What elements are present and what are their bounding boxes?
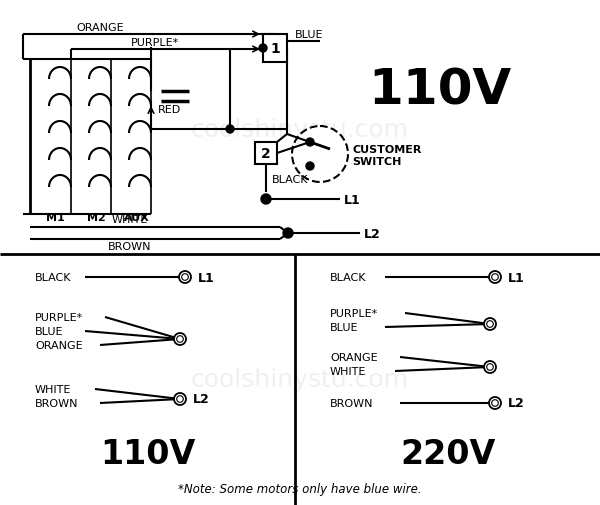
Text: ORANGE: ORANGE xyxy=(330,352,377,362)
Text: 1: 1 xyxy=(270,42,280,56)
Text: ORANGE: ORANGE xyxy=(76,23,124,33)
Text: BROWN: BROWN xyxy=(108,241,152,251)
Text: L2: L2 xyxy=(364,227,381,240)
Text: L1: L1 xyxy=(508,271,525,284)
Circle shape xyxy=(177,396,184,402)
Text: WHITE: WHITE xyxy=(35,384,71,394)
Circle shape xyxy=(484,318,496,330)
Text: M2: M2 xyxy=(86,213,106,223)
Bar xyxy=(263,35,287,63)
Text: BLACK: BLACK xyxy=(330,273,367,282)
Text: AUX: AUX xyxy=(124,213,150,223)
Circle shape xyxy=(292,127,348,183)
Text: BROWN: BROWN xyxy=(35,398,79,408)
Circle shape xyxy=(226,126,234,134)
Circle shape xyxy=(182,274,188,281)
Text: 2: 2 xyxy=(261,147,271,161)
Text: PURPLE*: PURPLE* xyxy=(35,313,83,322)
Text: WHITE: WHITE xyxy=(112,215,148,225)
Circle shape xyxy=(487,364,493,371)
Text: *Note: Some motors only have blue wire.: *Note: Some motors only have blue wire. xyxy=(178,483,422,495)
Text: SWITCH: SWITCH xyxy=(352,157,401,167)
Circle shape xyxy=(492,400,499,407)
Text: CUSTOMER: CUSTOMER xyxy=(352,145,421,155)
Text: BLUE: BLUE xyxy=(35,326,64,336)
Text: L1: L1 xyxy=(198,271,215,284)
Circle shape xyxy=(487,321,493,328)
Text: ORANGE: ORANGE xyxy=(35,340,83,350)
Text: BLUE: BLUE xyxy=(295,30,323,40)
Text: coolshinystu.com: coolshinystu.com xyxy=(191,118,409,142)
Text: BLACK: BLACK xyxy=(272,175,308,185)
Circle shape xyxy=(306,139,314,147)
Text: L1: L1 xyxy=(344,193,361,206)
Circle shape xyxy=(177,336,184,342)
Bar xyxy=(255,143,277,165)
Circle shape xyxy=(261,194,271,205)
Text: BLUE: BLUE xyxy=(330,322,359,332)
Text: BROWN: BROWN xyxy=(330,398,374,408)
Circle shape xyxy=(489,397,501,409)
Text: 110V: 110V xyxy=(100,438,196,471)
Text: PURPLE*: PURPLE* xyxy=(131,38,179,48)
Circle shape xyxy=(484,361,496,373)
Text: 220V: 220V xyxy=(400,438,496,471)
Text: WHITE: WHITE xyxy=(330,366,367,376)
Circle shape xyxy=(259,45,267,53)
Text: coolshinystu.com: coolshinystu.com xyxy=(191,367,409,391)
Circle shape xyxy=(179,272,191,283)
Circle shape xyxy=(492,274,499,281)
Text: BLACK: BLACK xyxy=(35,273,71,282)
Circle shape xyxy=(283,229,293,238)
Text: L2: L2 xyxy=(508,397,525,410)
Text: PURPLE*: PURPLE* xyxy=(330,309,378,318)
Text: RED: RED xyxy=(158,105,181,115)
Text: 110V: 110V xyxy=(368,66,512,114)
Circle shape xyxy=(174,333,186,345)
Circle shape xyxy=(306,163,314,171)
Text: L2: L2 xyxy=(193,393,210,406)
Circle shape xyxy=(489,272,501,283)
Text: M1: M1 xyxy=(46,213,64,223)
Circle shape xyxy=(174,393,186,405)
